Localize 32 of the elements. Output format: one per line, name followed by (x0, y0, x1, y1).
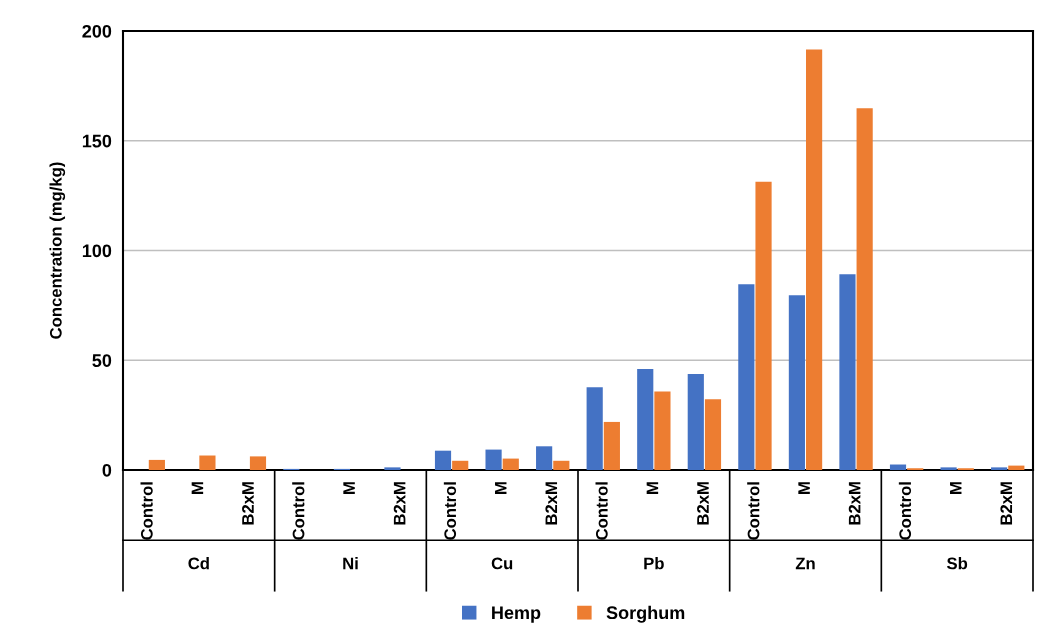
text: Pb (644, 557, 664, 570)
text: Sb (947, 557, 968, 570)
x-tick-label: M (798, 482, 810, 494)
text: Cu (491, 557, 513, 570)
x-tick-label: Control (443, 482, 457, 540)
y-axis-title: Concentration (mg/kg) (49, 162, 66, 339)
legend-label: Sorghum (606, 605, 685, 623)
text: Ni (343, 557, 358, 570)
x-tick-label: B2xM (242, 482, 254, 525)
x-tick-label: Control (595, 482, 608, 540)
x-tick-label: Control (747, 482, 760, 540)
x-tick-label: M (343, 482, 355, 494)
x-tick-label: M (191, 482, 204, 494)
text: Zn (795, 557, 815, 570)
y-tick-label: 100 (82, 244, 112, 258)
y-tick-label: 200 (82, 24, 112, 38)
x-tick-label: B2xM (697, 482, 709, 525)
x-tick-label: B2xM (393, 482, 406, 525)
x-tick-label: B2xM (1000, 482, 1013, 525)
x-tick-label: B2xM (848, 482, 861, 525)
legend-label: Hemp (492, 606, 541, 623)
y-tick-label: 150 (82, 134, 112, 148)
x-tick-label: Control (898, 482, 912, 540)
text: Cd (188, 557, 209, 570)
x-tick-label: M (950, 482, 962, 494)
x-tick-label: M (646, 482, 659, 494)
x-tick-label: Control (292, 482, 305, 540)
x-tick-label: B2xM (545, 482, 558, 525)
x-tick-label: Control (140, 482, 153, 540)
y-tick-label: 0 (102, 463, 112, 477)
x-tick-label: M (495, 482, 507, 494)
y-tick-label: 50 (92, 354, 112, 367)
